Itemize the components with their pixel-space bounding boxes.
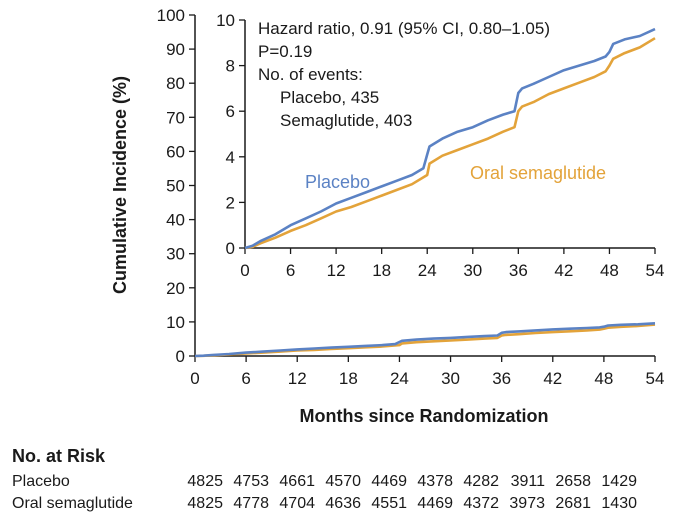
main-x-tick-label: 24 [390, 369, 409, 388]
risk-cell: 4372 [463, 495, 499, 512]
inset-x-tick-label: 48 [600, 261, 619, 280]
risk-cell: 1430 [601, 495, 637, 512]
inset-y-tick-label: 2 [226, 193, 235, 212]
risk-cell: 3911 [510, 473, 545, 490]
risk-cell: 2658 [555, 473, 591, 490]
inset-y-tick-label: 10 [216, 11, 235, 30]
risk-cell: 4551 [371, 495, 407, 512]
inset-y-tick-label: 0 [226, 239, 235, 258]
risk-cell: 3973 [509, 495, 545, 512]
risk-cell: 4469 [417, 495, 453, 512]
main-x-tick-label: 54 [646, 369, 665, 388]
inset-series-line-oral-semaglutide [244, 37, 656, 250]
main-x-tick-label: 42 [543, 369, 562, 388]
risk-row-oral-semaglutide: Oral semaglutide 4825 4778 4704 4636 4551 446… [12, 495, 687, 517]
risk-table-title: No. at Risk [12, 446, 106, 466]
risk-cell: 1429 [601, 473, 637, 490]
main-x-tick-label: 12 [288, 369, 307, 388]
series-label-oral-semaglutide: Oral semaglutide [470, 163, 606, 183]
inset-y-tick-label: 6 [226, 102, 235, 121]
inset-x-tick-label: 24 [418, 261, 437, 280]
x-axis-label: Months since Randomization [299, 406, 548, 426]
inset-x-tick-label: 30 [463, 261, 482, 280]
main-x-tick-label: 6 [241, 369, 250, 388]
main-y-tick-label: 80 [166, 74, 185, 93]
risk-cell: 4825 [187, 473, 223, 490]
inset-series-line-placebo [244, 27, 656, 250]
inset-annotation: P=0.19 [258, 42, 312, 61]
risk-cell: 4469 [371, 473, 407, 490]
inset-x-tick-label: 6 [286, 261, 295, 280]
risk-row-placebo: Placebo 4825 4753 4661 4570 4469 4378 4282 3911… [12, 473, 687, 495]
risk-cell: 4753 [233, 473, 269, 490]
risk-cell: 4704 [279, 495, 315, 512]
y-axis-label: Cumulative Incidence (%) [110, 76, 130, 294]
main-y-tick-label: 70 [166, 108, 185, 127]
risk-cell: 4378 [417, 473, 453, 490]
inset-x-tick-label: 0 [240, 261, 249, 280]
inset-annotation: Hazard ratio, 0.91 (95% CI, 0.80–1.05) [258, 19, 550, 38]
main-y-tick-label: 20 [166, 279, 185, 298]
inset-series [244, 27, 656, 250]
risk-row-label: Oral semaglutide [12, 495, 133, 512]
inset-annotation: Placebo, 435 [280, 88, 379, 107]
main-series [194, 322, 656, 358]
main-y-tick-label: 60 [166, 142, 185, 161]
risk-cell: 4636 [325, 495, 361, 512]
main-x-tick-label: 18 [339, 369, 358, 388]
inset-y-tick-label: 8 [226, 57, 235, 76]
main-y-tick-label: 0 [176, 347, 185, 366]
main-x-tick-label: 30 [441, 369, 460, 388]
main-y-tick-label: 50 [166, 177, 185, 196]
inset-x-tick-label: 54 [646, 261, 665, 280]
main-y-tick-label: 10 [166, 313, 185, 332]
main-y-tick-label: 30 [166, 245, 185, 264]
series-label-placebo: Placebo [305, 172, 370, 192]
risk-cell: 4778 [233, 495, 269, 512]
risk-cell: 4825 [187, 495, 223, 512]
inset-x-tick-label: 42 [554, 261, 573, 280]
inset-background [200, 8, 665, 286]
main-y-tick-label: 40 [166, 211, 185, 230]
main-x-tick-label: 36 [492, 369, 511, 388]
main-series-line-placebo [194, 322, 656, 358]
risk-cell: 4570 [325, 473, 361, 490]
risk-cell: 4661 [279, 473, 315, 490]
risk-row-label: Placebo [12, 473, 70, 490]
risk-table: No. at Risk Placebo 4825 4753 4661 4570 4469… [12, 446, 687, 517]
inset-x-tick-label: 18 [372, 261, 391, 280]
risk-cell: 2681 [555, 495, 591, 512]
inset-annotation: No. of events: [258, 65, 363, 84]
inset-x-tick-label: 12 [327, 261, 346, 280]
main-y-tick-label: 100 [157, 6, 185, 25]
inset-y-tick-label: 4 [226, 148, 235, 167]
inset-annotation: Semaglutide, 403 [280, 111, 412, 130]
inset-annotations: Hazard ratio, 0.91 (95% CI, 0.80–1.05) P=… [258, 19, 550, 130]
main-y-tick-label: 90 [166, 40, 185, 59]
main-x-tick-label: 48 [594, 369, 613, 388]
main-x-tick-label: 0 [190, 369, 199, 388]
risk-cell: 4282 [463, 473, 499, 490]
inset-x-tick-label: 36 [509, 261, 528, 280]
